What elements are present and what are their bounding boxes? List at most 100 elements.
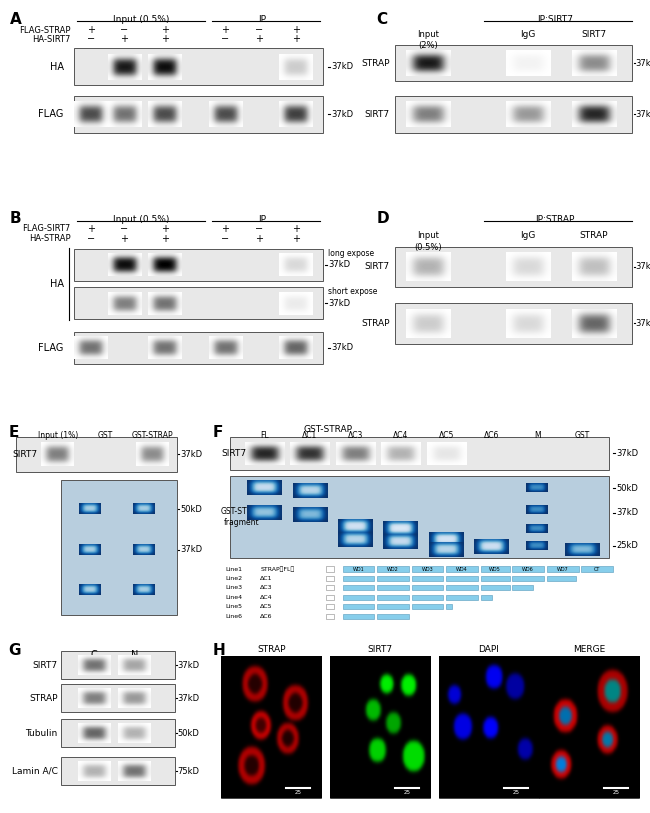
Text: IgG: IgG <box>520 30 536 39</box>
Bar <box>412 594 443 600</box>
Text: 37kD: 37kD <box>328 260 350 269</box>
Text: 37kD: 37kD <box>616 449 638 458</box>
Bar <box>229 476 608 559</box>
Bar <box>412 604 443 609</box>
Text: 37kD: 37kD <box>177 661 200 670</box>
Text: WD5: WD5 <box>489 567 501 572</box>
Text: GST-STRAP: GST-STRAP <box>132 431 174 441</box>
Text: +: + <box>86 224 95 233</box>
Bar <box>74 96 323 133</box>
Text: +: + <box>120 34 129 44</box>
Bar <box>61 685 175 712</box>
Bar <box>343 614 374 619</box>
Text: 37kD: 37kD <box>636 110 650 119</box>
Text: Input: Input <box>417 231 439 240</box>
Text: −: − <box>86 34 95 44</box>
Text: 25: 25 <box>295 790 302 795</box>
Bar <box>447 576 478 581</box>
Text: STRAP: STRAP <box>361 59 390 67</box>
Bar <box>581 567 613 572</box>
Text: 37kD: 37kD <box>332 63 354 72</box>
Text: HA: HA <box>50 62 64 72</box>
Text: GST: GST <box>98 431 113 441</box>
Text: FLAG: FLAG <box>38 342 64 353</box>
Bar <box>395 96 632 133</box>
Text: GST-STRAP
fragment: GST-STRAP fragment <box>221 507 263 527</box>
Bar <box>229 437 608 470</box>
Bar <box>481 567 510 572</box>
Bar <box>377 585 409 590</box>
Text: Line6: Line6 <box>226 614 242 619</box>
Text: −: − <box>120 224 129 233</box>
Bar <box>447 594 478 600</box>
Text: STRAP: STRAP <box>29 694 58 703</box>
Text: C: C <box>376 12 387 27</box>
Text: IP:STRAP: IP:STRAP <box>536 215 575 224</box>
Bar <box>547 576 576 581</box>
Text: ΔC4: ΔC4 <box>393 431 409 441</box>
Text: DAPI: DAPI <box>478 645 499 654</box>
Text: Input: Input <box>417 30 439 39</box>
Text: 37kD: 37kD <box>636 319 650 328</box>
Bar <box>439 656 539 798</box>
Text: IP: IP <box>259 15 266 24</box>
Text: STRAP: STRAP <box>257 645 285 654</box>
Text: 37kD: 37kD <box>177 694 200 703</box>
Text: +: + <box>222 224 229 233</box>
Bar <box>412 567 443 572</box>
Text: +: + <box>161 34 169 44</box>
Text: M: M <box>534 431 540 441</box>
Text: MERGE: MERGE <box>573 645 605 654</box>
Text: G: G <box>8 643 21 659</box>
Bar <box>512 576 544 581</box>
Text: +: + <box>86 25 95 35</box>
Bar <box>512 585 532 590</box>
Text: 75kD: 75kD <box>177 767 200 776</box>
Text: 25: 25 <box>404 790 411 795</box>
Text: +: + <box>255 234 263 244</box>
Text: WD2: WD2 <box>387 567 399 572</box>
Bar <box>539 656 639 798</box>
Bar <box>343 585 374 590</box>
Bar <box>377 604 409 609</box>
Bar <box>61 651 175 680</box>
Bar <box>377 576 409 581</box>
Text: +: + <box>120 234 129 244</box>
Bar <box>326 576 334 581</box>
Text: B: B <box>10 211 21 225</box>
Bar <box>395 303 632 344</box>
Text: HA-STRAP: HA-STRAP <box>29 234 70 243</box>
Bar <box>447 567 478 572</box>
Text: Line2: Line2 <box>226 576 242 581</box>
Text: SIRT7: SIRT7 <box>221 449 246 458</box>
Text: +: + <box>292 234 300 244</box>
Text: 50kD: 50kD <box>177 728 200 737</box>
Text: −: − <box>222 234 229 244</box>
Bar <box>343 567 374 572</box>
Text: A: A <box>10 12 21 27</box>
Text: HA: HA <box>50 279 64 289</box>
Text: N: N <box>131 650 138 660</box>
Text: +: + <box>292 25 300 35</box>
Text: ΔC3: ΔC3 <box>348 431 363 441</box>
Text: −: − <box>222 34 229 44</box>
Text: FLAG-STRAP: FLAG-STRAP <box>19 26 70 35</box>
Text: WD3: WD3 <box>422 567 434 572</box>
Bar <box>74 49 323 85</box>
Bar <box>412 576 443 581</box>
Text: 50kD: 50kD <box>180 505 202 514</box>
Text: GST: GST <box>575 431 590 441</box>
Text: +: + <box>161 25 169 35</box>
Text: WD1: WD1 <box>353 567 365 572</box>
Text: WD4: WD4 <box>456 567 468 572</box>
Bar <box>377 594 409 600</box>
Bar <box>61 719 175 747</box>
Text: ΔC3: ΔC3 <box>260 585 273 590</box>
Bar <box>74 287 323 320</box>
Text: IP:SIRT7: IP:SIRT7 <box>538 15 573 24</box>
Text: E: E <box>8 425 19 440</box>
Bar <box>326 585 334 590</box>
Text: ΔC1: ΔC1 <box>302 431 318 441</box>
Bar <box>16 437 177 472</box>
Text: FLAG-SIRT7: FLAG-SIRT7 <box>22 224 70 233</box>
